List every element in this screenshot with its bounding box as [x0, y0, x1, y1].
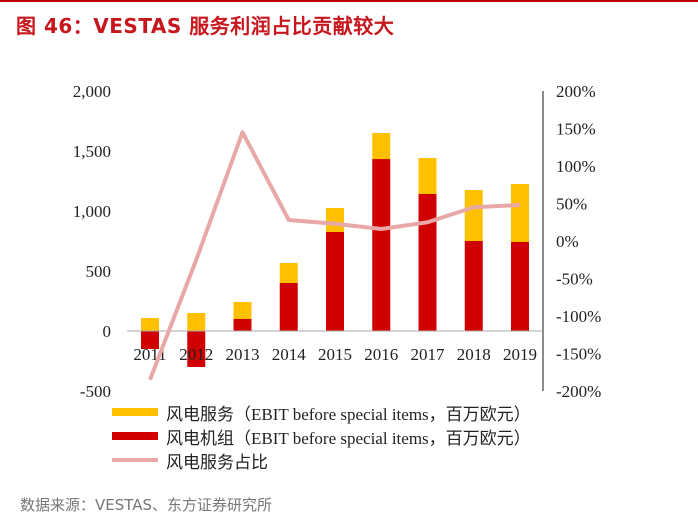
left-tick-label: 500 — [86, 262, 112, 281]
x-tick-label: 2019 — [503, 345, 537, 364]
bar-turbine-2017 — [418, 193, 437, 331]
bar-turbine-2018 — [464, 241, 483, 331]
left-tick-label: 1,000 — [73, 202, 111, 221]
chart: -500 0 500 1,000 1,500 2,000 -200% -150% -100% -5… — [73, 82, 602, 400]
legend-swatch-share — [112, 458, 158, 462]
bar-turbine-2016 — [372, 159, 391, 331]
legend-item-turbine: 风电机组（EBIT before special items，百万欧元） — [112, 424, 531, 448]
right-tick-label: -200% — [556, 382, 601, 400]
bar-service-2011 — [141, 318, 159, 331]
legend-swatch-turbine — [112, 432, 158, 440]
bar-service-2014 — [279, 262, 298, 283]
left-tick-label: 1,500 — [73, 142, 111, 161]
x-tick-label: 2018 — [457, 345, 491, 364]
right-tick-label: 0% — [556, 232, 579, 251]
chart-title: 图 46：VESTAS 服务利润占比贡献较大 — [16, 14, 395, 38]
bar-turbine-2011 — [141, 331, 159, 349]
legend-label-share: 风电服务占比 — [166, 452, 268, 472]
legend: 风电服务（EBIT before special items，百万欧元） 风电机… — [112, 400, 531, 472]
bar-turbine-2014 — [279, 283, 298, 331]
left-tick-label: 0 — [103, 322, 112, 341]
right-tick-label: 50% — [556, 195, 587, 214]
right-tick-label: 200% — [556, 82, 596, 101]
title-rule — [0, 0, 698, 2]
x-tick-label: 2016 — [364, 345, 398, 364]
right-tick-label: 100% — [556, 157, 596, 176]
bar-service-2019 — [511, 184, 529, 242]
right-tick-label: 150% — [556, 120, 596, 139]
bar-turbine-2019 — [511, 241, 529, 331]
source-note: 数据来源：VESTAS、东方证券研究所 — [20, 496, 273, 514]
legend-label-service: 风电服务（EBIT before special items，百万欧元） — [166, 404, 531, 424]
bar-service-2018 — [464, 190, 483, 241]
bar-turbine-2012 — [187, 331, 206, 367]
bar-turbine-2015 — [326, 232, 344, 331]
left-tick-label: 2,000 — [73, 82, 111, 101]
bar-service-2015 — [326, 208, 344, 232]
legend-item-service: 风电服务（EBIT before special items，百万欧元） — [112, 400, 531, 424]
bar-service-2012 — [187, 313, 206, 331]
bar-service-2016 — [372, 133, 391, 160]
left-tick-label: -500 — [80, 382, 111, 400]
x-tick-label: 2017 — [411, 345, 446, 364]
x-tick-label: 2013 — [226, 345, 260, 364]
x-tick-label: 2015 — [318, 345, 352, 364]
x-tick-label: 2012 — [179, 345, 213, 364]
legend-item-share: 风电服务占比 — [112, 448, 531, 472]
legend-swatch-service — [112, 408, 158, 416]
right-tick-label: -50% — [556, 270, 593, 289]
bar-service-2017 — [418, 157, 437, 194]
right-tick-label: -100% — [556, 307, 601, 326]
bar-service-2013 — [233, 301, 252, 319]
legend-label-turbine: 风电机组（EBIT before special items，百万欧元） — [166, 428, 531, 448]
right-tick-label: -150% — [556, 345, 601, 364]
bar-turbine-2013 — [233, 319, 252, 331]
x-tick-label: 2014 — [272, 345, 307, 364]
